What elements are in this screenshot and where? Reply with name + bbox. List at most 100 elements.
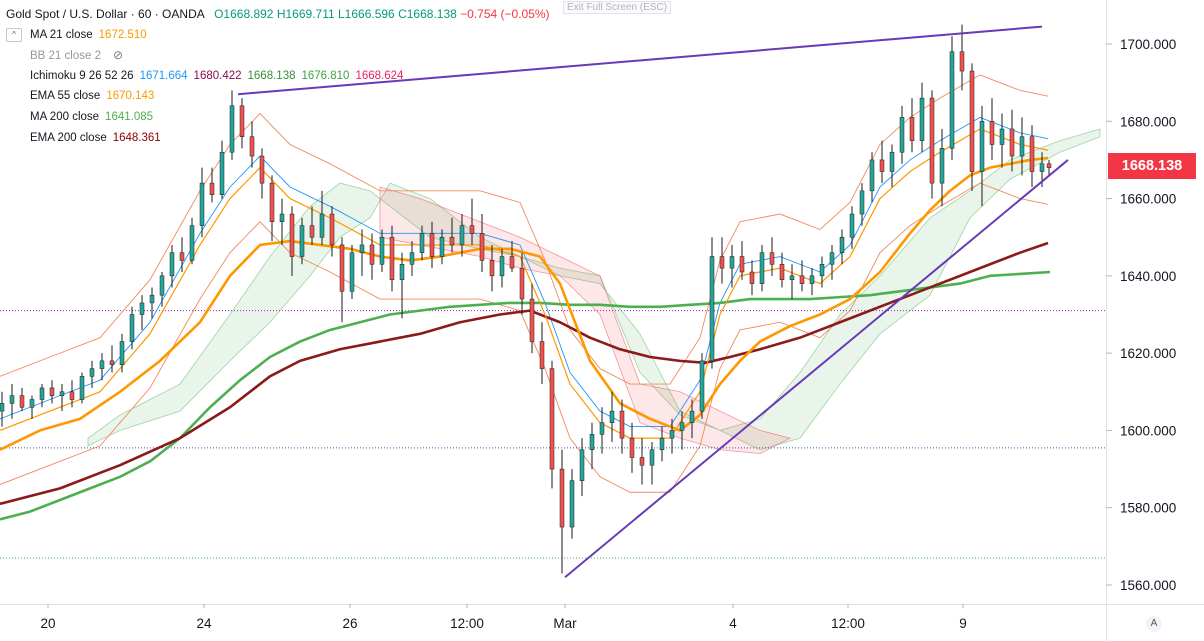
auto-scale-button[interactable]: A xyxy=(1146,616,1162,632)
candle-body xyxy=(469,225,475,234)
trendline xyxy=(564,159,1069,579)
candle-body xyxy=(1039,163,1045,172)
candle-body xyxy=(49,387,55,396)
candle-body xyxy=(689,410,695,423)
candle-body xyxy=(309,225,315,238)
trendlines[interactable] xyxy=(237,25,1069,579)
candle-body xyxy=(9,395,15,404)
indicator-legend-row[interactable]: ^ MA 21 close 1672.510 xyxy=(6,25,550,46)
candle-body xyxy=(449,236,455,246)
chart-legend: Gold Spot / U.S. Dollar · 60 · OANDA O16… xyxy=(6,4,550,148)
candle-body xyxy=(849,213,855,238)
candle-body xyxy=(129,314,135,342)
candle-body xyxy=(909,117,915,141)
candle-body xyxy=(509,256,515,269)
candle-body xyxy=(329,213,335,246)
y-tick-label: 1640.000 xyxy=(1120,269,1176,284)
indicator-lines xyxy=(0,128,1051,521)
candle-body xyxy=(399,264,405,280)
x-tick-label: 9 xyxy=(959,616,967,631)
candle-body xyxy=(859,190,865,215)
candle-body xyxy=(29,399,35,408)
indicator-name: MA 200 close xyxy=(30,110,100,123)
candle-body xyxy=(969,70,975,172)
candle-body xyxy=(899,117,905,153)
candle-body xyxy=(1046,163,1052,168)
indicator-value: 1676.810 xyxy=(301,69,350,82)
symbol-title: Gold Spot / U.S. Dollar · 60 · OANDA xyxy=(6,7,205,21)
exit-fullscreen-button[interactable]: Exit Full Screen (ESC) xyxy=(563,1,672,14)
bollinger-band-line xyxy=(0,74,1049,385)
candle-body xyxy=(259,155,265,184)
candle-body xyxy=(749,271,755,284)
x-tick-label: 4 xyxy=(729,616,737,631)
candle-body xyxy=(589,434,595,450)
y-tick-label: 1580.000 xyxy=(1120,501,1176,516)
candle-body xyxy=(19,395,25,408)
candle-body xyxy=(879,159,885,172)
candle-body xyxy=(939,148,945,184)
time-axis[interactable]: 20 24 26 12:00 Mar 4 12:00 9 xyxy=(40,604,967,631)
y-tick-label: 1620.000 xyxy=(1120,346,1176,361)
candle-body xyxy=(289,213,295,257)
candle-body xyxy=(59,391,65,396)
last-price-label: 1668.138 xyxy=(1108,153,1196,179)
indicator-legend-row[interactable]: EMA 55 close 1670.143 xyxy=(6,86,550,107)
candle-body xyxy=(639,457,645,466)
candle-body xyxy=(809,275,815,284)
indicator-value: 1670.143 xyxy=(106,90,155,103)
candle-body xyxy=(419,233,425,253)
candle-body xyxy=(769,252,775,265)
candle-body xyxy=(869,159,875,192)
candle-body xyxy=(619,410,625,439)
candle-body xyxy=(789,275,795,280)
cloud-bullish xyxy=(87,128,1101,451)
candle-body xyxy=(39,387,45,400)
x-tick-label: 24 xyxy=(196,616,212,631)
candle-body xyxy=(889,151,895,172)
collapse-legend-icon[interactable]: ^ xyxy=(6,27,22,42)
candle-body xyxy=(249,136,255,157)
ohlc-low: L1666.596 xyxy=(338,7,395,21)
candle-body xyxy=(119,341,125,365)
indicator-legend-row[interactable]: EMA 200 close 1648.361 xyxy=(6,128,550,149)
candle-body xyxy=(779,264,785,280)
series-ema-200-close xyxy=(0,241,1049,506)
candle-body xyxy=(499,256,505,277)
candle-body xyxy=(989,121,995,145)
candle-body xyxy=(959,51,965,72)
candle-body xyxy=(669,430,675,439)
indicator-name: EMA 200 close xyxy=(30,131,107,144)
candle-body xyxy=(99,360,105,369)
candle-body xyxy=(169,252,175,277)
candle-body xyxy=(559,468,565,528)
candle-body xyxy=(219,151,225,195)
candle-body xyxy=(389,236,395,280)
candle-body xyxy=(489,260,495,277)
symbol-title-row: Gold Spot / U.S. Dollar · 60 · OANDA O16… xyxy=(6,4,550,25)
bollinger-bands xyxy=(0,74,1049,493)
indicator-legend-row[interactable]: MA 200 close 1641.085 xyxy=(6,107,550,128)
hidden-eye-icon[interactable]: ⊘ xyxy=(112,48,124,63)
candle-body xyxy=(349,252,355,292)
candle-body xyxy=(929,97,935,184)
candle-body xyxy=(979,121,985,172)
indicator-legend-row[interactable]: BB 21 close 2 ⊘ xyxy=(6,45,550,66)
candle-body xyxy=(69,391,75,400)
series-ma-21-close xyxy=(0,128,1049,439)
candlesticks[interactable] xyxy=(0,24,1052,574)
candle-body xyxy=(409,252,415,265)
candle-body xyxy=(269,182,275,223)
cloud-bearish xyxy=(379,186,792,455)
indicator-value: 1680.422 xyxy=(193,69,242,82)
y-tick-label: 1600.000 xyxy=(1120,423,1176,438)
indicator-value: 1668.138 xyxy=(247,69,296,82)
candle-body xyxy=(359,244,365,253)
indicator-legend-row[interactable]: Ichimoku 9 26 52 26 1671.664 1680.422 1668.… xyxy=(6,66,550,87)
candle-body xyxy=(829,252,835,265)
candle-body xyxy=(629,437,635,458)
candle-body xyxy=(299,225,305,257)
candle-body xyxy=(649,449,655,466)
